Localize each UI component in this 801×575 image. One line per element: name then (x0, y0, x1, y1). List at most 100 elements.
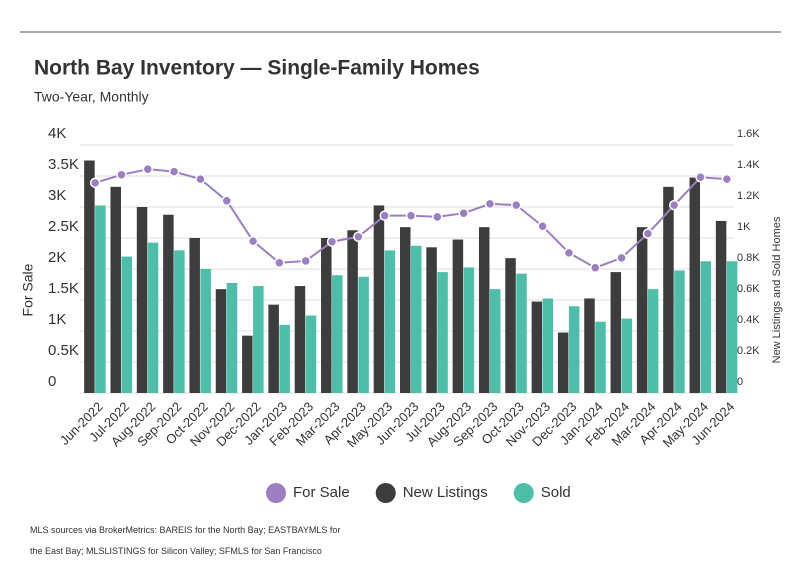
legend-label: Sold (541, 484, 571, 501)
bar (557, 332, 569, 393)
point (484, 198, 496, 210)
point (300, 255, 311, 267)
bar (242, 335, 253, 393)
bar (411, 245, 422, 393)
legend-label: For Sale (293, 484, 350, 501)
y-tick-label: 1.5K (48, 280, 79, 297)
y-tick-label: 2.5K (48, 218, 79, 235)
bar (347, 230, 358, 393)
legend-label: New Listings (403, 484, 488, 501)
bar (674, 270, 685, 393)
point (537, 220, 548, 232)
bar (305, 315, 317, 393)
bar (84, 160, 95, 393)
bar (516, 273, 527, 393)
bar (95, 205, 106, 393)
bar (715, 220, 727, 393)
bar (478, 227, 490, 393)
y-axis-title: For Sale (20, 263, 36, 316)
point (353, 231, 364, 243)
bar (531, 301, 543, 393)
y2-tick-label: 0.8K (737, 252, 760, 264)
bar (400, 227, 411, 393)
bar (726, 261, 738, 393)
legend-swatch (513, 483, 534, 503)
y-tick-label: 4K (48, 125, 66, 142)
bar (174, 250, 185, 393)
point (247, 235, 259, 247)
y-tick-label: 0.5K (48, 342, 79, 359)
bar (452, 239, 464, 393)
y-tick-label: 3.5K (48, 156, 79, 173)
bar (700, 261, 712, 393)
point (221, 195, 233, 207)
point (616, 252, 627, 264)
y-tick-label: 3K (48, 187, 66, 204)
bar (110, 186, 121, 393)
point (589, 262, 601, 274)
bar (505, 258, 516, 393)
bar (384, 250, 396, 393)
bar (332, 275, 343, 393)
bar (163, 214, 174, 393)
bar (621, 318, 633, 393)
bar (489, 289, 501, 393)
point (326, 236, 338, 247)
y2-tick-label: 1K (737, 221, 751, 233)
point (195, 173, 206, 185)
y2-tick-label: 0.6K (737, 283, 760, 295)
bar (215, 289, 227, 393)
y2-tick-label: 0 (737, 376, 743, 388)
bar (568, 306, 580, 393)
chart-title: North Bay Inventory — Single-Family Home… (34, 57, 480, 80)
bar (253, 286, 264, 393)
bar (542, 298, 554, 393)
bar (663, 186, 674, 393)
bar (437, 272, 448, 393)
bar (647, 289, 659, 393)
y2-axis-title: New Listings and Sold Homes (771, 216, 783, 363)
point (116, 169, 127, 181)
bar (200, 269, 211, 393)
legend-swatch (375, 483, 396, 503)
y-tick-label: 1K (48, 311, 66, 328)
bar (268, 304, 279, 393)
bar (595, 321, 606, 393)
bar (373, 205, 385, 393)
y2-tick-label: 0.2K (737, 345, 760, 357)
bar (610, 272, 622, 393)
point (168, 166, 180, 177)
point (695, 171, 706, 183)
bar (358, 276, 369, 393)
point (721, 173, 733, 185)
point (142, 163, 154, 175)
point (511, 199, 522, 211)
point (563, 247, 575, 259)
bar (189, 238, 200, 393)
y-tick-label: 2K (48, 249, 66, 266)
y2-tick-label: 0.4K (737, 314, 760, 326)
bar (147, 242, 159, 393)
bar (426, 247, 437, 393)
point (432, 211, 443, 223)
bar (584, 298, 595, 393)
bar (226, 282, 238, 393)
point (274, 257, 285, 269)
y2-tick-label: 1.2K (737, 190, 760, 202)
point (458, 207, 469, 219)
bar (294, 286, 306, 393)
point (379, 210, 390, 221)
chart-subtitle: Two-Year, Monthly (34, 89, 149, 105)
point (668, 199, 680, 211)
point (89, 177, 101, 189)
bar (279, 324, 290, 393)
y2-tick-label: 1.4K (737, 159, 760, 171)
legend-swatch (266, 483, 286, 503)
y2-tick-label: 1.6K (737, 128, 760, 140)
bar (689, 177, 701, 393)
bar (321, 238, 332, 393)
footnote: MLS sources via BrokerMetrics: BAREIS fo… (30, 525, 341, 556)
point (405, 210, 417, 221)
